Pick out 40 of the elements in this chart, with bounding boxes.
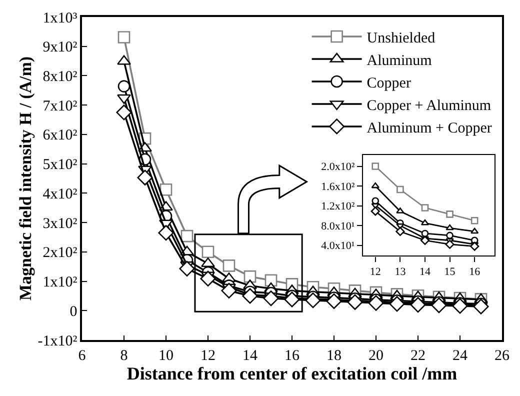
y-tick-label: 2x10²: [42, 245, 78, 262]
y-tick-label: 5x10²: [42, 157, 78, 174]
y-axis-title: Magnetic field intensity H / (A/m): [16, 56, 35, 301]
y-tick-label: 1.6x10²: [321, 180, 356, 193]
y-tick-label: 2.0x10²: [321, 161, 356, 174]
legend-label: Unshielded: [366, 30, 436, 46]
x-tick-label: 14: [419, 266, 431, 278]
y-tick-label: 1x10²: [42, 274, 78, 291]
y-tick-label: 7x10²: [42, 98, 78, 114]
x-tick-label: 26: [494, 348, 510, 364]
x-tick-label: 15: [444, 266, 456, 278]
x-tick-label: 14: [242, 348, 258, 364]
x-tick-label: 10: [158, 348, 174, 364]
y-tick-label: 9x10²: [42, 40, 78, 56]
x-tick-label: 8: [120, 348, 128, 364]
y-tick-label: 0: [70, 304, 78, 320]
x-tick-label: 6: [78, 348, 86, 364]
y-tick-label: 4x10²: [42, 186, 78, 202]
y-tick-label: 3x10²: [42, 216, 78, 232]
x-tick-label: 16: [284, 348, 300, 364]
x-tick-label: 24: [452, 348, 468, 364]
x-tick-label: 12: [370, 266, 381, 278]
legend-label: Aluminum + Copper: [366, 120, 492, 136]
y-tick-label: -1x10²: [38, 333, 78, 350]
y-tick-label: 4.0x10¹: [321, 240, 355, 252]
x-tick-label: 18: [326, 348, 342, 364]
y-tick-label: 8.0x10¹: [321, 220, 355, 232]
x-tick-label: 16: [469, 266, 481, 278]
y-tick-label: 1.2x10²: [321, 200, 356, 213]
x-tick-label: 12: [200, 348, 216, 364]
y-tick-label: 8x10²: [42, 68, 78, 85]
legend-label: Aluminum: [366, 52, 432, 69]
x-tick-label: 13: [394, 266, 406, 278]
legend-label: Copper + Aluminum: [366, 98, 492, 114]
x-tick-label: 22: [410, 348, 426, 364]
x-tick-label: 20: [368, 348, 384, 364]
y-tick-label: 6x10²: [42, 128, 78, 144]
y-tick-label: 1x10³: [42, 10, 78, 26]
legend-label: Copper: [366, 75, 411, 92]
x-axis-title: Distance from center of excitation coil /mm: [126, 364, 458, 384]
